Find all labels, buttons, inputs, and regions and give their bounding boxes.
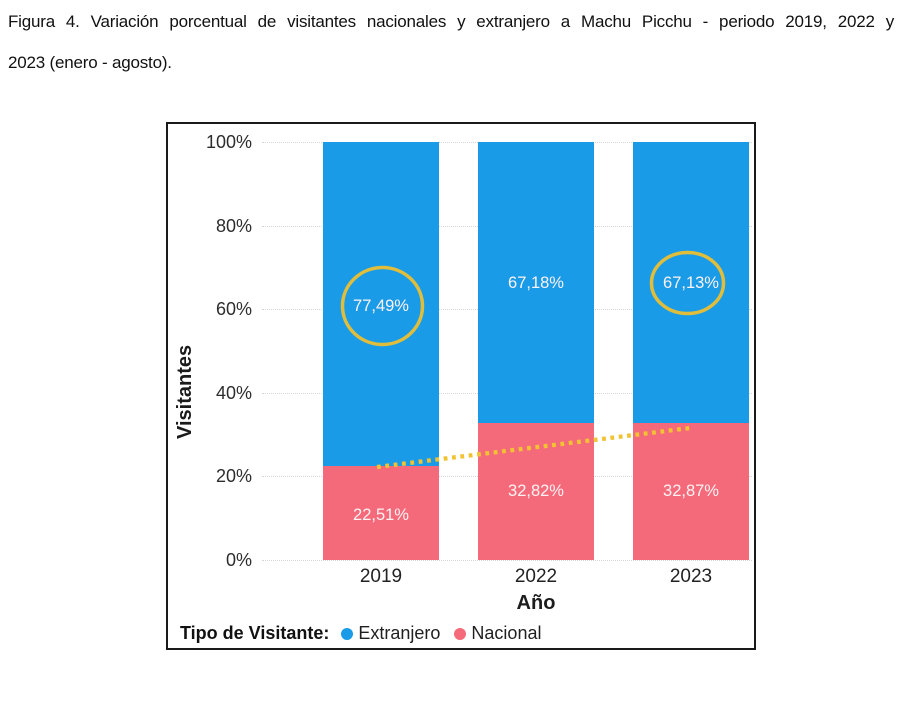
x-tick-label: 2023 — [669, 566, 713, 587]
y-tick-label: 40% — [215, 382, 252, 403]
bar-label-extranjero: 67,13% — [663, 274, 719, 292]
legend-dot-icon — [341, 627, 354, 640]
bar-column-2019: 77,49% 22,51% — [323, 142, 439, 560]
y-tick-label: 0% — [225, 550, 252, 570]
legend-item-extranjero: Extranjero — [341, 623, 440, 644]
bar-segment-nacional — [323, 465, 439, 560]
figure-caption: Figura 4. Variación porcentual de visita… — [8, 10, 894, 75]
bar-column-2023: 67,13% 32,87% — [633, 142, 749, 560]
bar-label-extranjero: 77,49% — [353, 297, 409, 315]
bar-label-nacional: 32,87% — [663, 482, 719, 500]
legend-items: Extranjero Nacional — [341, 623, 555, 644]
figure-caption-line2: 2023 (enero - agosto). — [8, 53, 172, 72]
x-tick-label: 2019 — [359, 566, 403, 587]
bar-label-nacional: 32,82% — [508, 482, 564, 500]
bar-column-2022: 67,18% 32,82% — [478, 142, 594, 560]
y-tick-label: 60% — [215, 299, 252, 320]
x-tick-label: 2022 — [514, 566, 558, 587]
legend-dot-icon — [454, 627, 467, 640]
legend-item-label: Nacional — [471, 623, 542, 643]
bar-label-nacional: 22,51% — [353, 506, 409, 524]
legend-item-nacional: Nacional — [454, 623, 541, 644]
y-tick-label: 20% — [215, 466, 252, 487]
y-tick-label: 80% — [215, 215, 252, 236]
x-axis-title: Año — [516, 592, 556, 614]
chart-container: Visitantes 100% 80% 60% 40% 20% 0% 77,49% 22,5… — [166, 122, 756, 650]
bar-segment-extranjero — [478, 142, 594, 423]
legend-title: Tipo de Visitante: — [180, 623, 330, 643]
legend: Tipo de Visitante: Extranjero Nacional — [180, 623, 555, 644]
legend-item-label: Extranjero — [358, 623, 441, 643]
gridline — [262, 560, 752, 561]
y-tick-label: 100% — [205, 132, 252, 152]
figure-caption-line1: Figura 4. Variación porcentual de visita… — [8, 12, 894, 31]
bar-label-extranjero: 67,18% — [508, 274, 564, 292]
